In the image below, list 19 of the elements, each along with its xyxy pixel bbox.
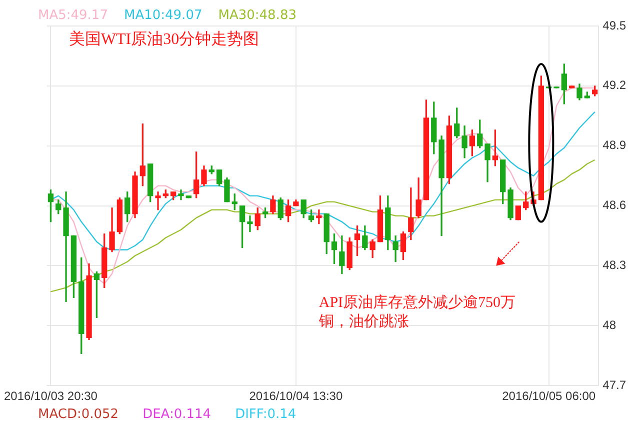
text: DIFF:0.14	[235, 407, 296, 422]
text: DEA:0.114	[142, 407, 212, 422]
candlestick	[568, 86, 575, 88]
x-tick-label: 2016/10/04 13:30	[249, 389, 343, 404]
y-tick-label: 48.3	[602, 258, 626, 272]
x-tick-label: 2016/10/03 20:30	[4, 389, 98, 404]
text: MACD:0.052	[38, 407, 119, 422]
y-tick-label: 49.5	[602, 18, 626, 32]
text: MA10:49.07	[124, 8, 202, 23]
text: MA5:49.17	[38, 8, 108, 23]
chart-title: 美国WTI原油30分钟走势图	[68, 30, 260, 50]
x-tick-label: 2016/10/05 06:00	[502, 389, 596, 404]
annotation: API原油库存意外减少逾750万铜，油价跳涨	[318, 294, 517, 332]
y-tick-label: 48	[602, 318, 616, 332]
y-tick-label: 49.2	[602, 78, 626, 92]
y-tick-label: 47.7	[602, 378, 626, 392]
y-tick-label: 48.6	[602, 198, 626, 212]
text: MA30:48.83	[218, 8, 296, 23]
y-tick-label: 48.9	[602, 138, 626, 152]
